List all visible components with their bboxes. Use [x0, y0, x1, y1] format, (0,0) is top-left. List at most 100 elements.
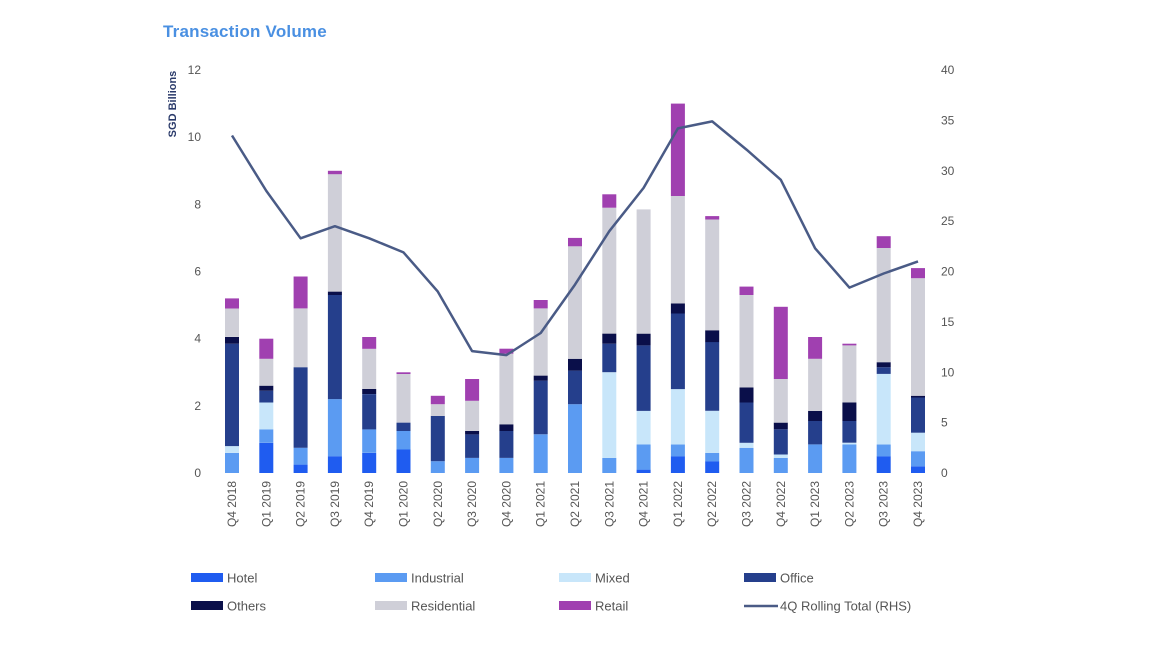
bar-segment-retail	[842, 343, 857, 346]
bar-segment-retail	[773, 306, 788, 379]
legend-swatch-residential	[375, 601, 407, 610]
bar-segment-industrial	[327, 399, 342, 457]
x-tick-label: Q1 2020	[397, 481, 411, 527]
bar-segment-residential	[876, 248, 891, 363]
bar-segment-others	[465, 431, 480, 435]
bar-segment-mixed	[225, 446, 239, 453]
bar-segment-mixed	[876, 373, 891, 445]
x-tick-label: Q4 2018	[225, 481, 239, 527]
x-tick-label: Q4 2022	[774, 481, 788, 527]
bar-segment-retail	[911, 268, 925, 279]
bar-segment-industrial	[259, 429, 274, 443]
bar-segment-residential	[911, 278, 925, 396]
bar-segment-mixed	[602, 372, 617, 458]
bar-segment-residential	[670, 195, 685, 304]
bar-segment-hotel	[670, 456, 685, 473]
bar-segment-retail	[225, 298, 239, 309]
bar-segment-mixed	[670, 389, 685, 445]
bar-segment-retail	[465, 379, 480, 401]
bar-segment-industrial	[362, 429, 377, 453]
bar-segment-residential	[739, 295, 754, 388]
bar-segment-industrial	[568, 404, 582, 473]
bar-segment-retail	[430, 395, 445, 405]
bar-segment-hotel	[911, 466, 925, 473]
bar-segment-retail	[362, 337, 377, 349]
bar-segment-others	[327, 291, 342, 295]
y-tick-label: 4	[194, 332, 201, 346]
x-tick-label: Q1 2022	[671, 481, 685, 527]
bar-segment-office	[430, 415, 445, 462]
bar-segment-residential	[773, 379, 788, 423]
bar-segment-industrial	[773, 457, 788, 473]
bar-segment-others	[636, 333, 651, 346]
bar-segment-residential	[293, 308, 308, 368]
x-tick-label: Q4 2020	[499, 481, 513, 527]
bar-segment-others	[911, 395, 925, 398]
bar-segment-retail	[327, 170, 342, 175]
y2-tick-label: 0	[941, 466, 948, 480]
bar-segment-others	[602, 333, 617, 344]
legend-swatch-industrial	[375, 573, 407, 582]
bar-segment-industrial	[465, 457, 480, 473]
legend-label: Residential	[411, 599, 475, 614]
bar-segment-industrial	[430, 461, 445, 473]
bar-segment-others	[705, 330, 720, 343]
x-tick-label: Q1 2019	[259, 481, 273, 527]
right-axis: 0 5 10 15 20 25 30 35 40	[941, 63, 955, 480]
bar-segment-retail	[293, 276, 308, 309]
bar-segment-industrial	[808, 444, 823, 473]
x-tick-label: Q2 2022	[705, 481, 719, 527]
bar-segment-others	[876, 362, 891, 368]
bar-segment-others	[225, 337, 239, 344]
bar-segment-others	[808, 410, 823, 421]
bar-segment-retail	[670, 103, 685, 196]
bar-segment-hotel	[293, 464, 308, 473]
bar-segment-residential	[842, 345, 857, 403]
bar-segment-office	[773, 429, 788, 455]
bar-segment-mixed	[705, 410, 720, 453]
y2-tick-label: 35	[941, 113, 955, 127]
bar-segment-industrial	[396, 431, 411, 450]
bar-segment-residential	[430, 404, 445, 416]
bar-segment-industrial	[499, 457, 514, 473]
legend: Hotel Industrial Mixed Office Others Resident…	[191, 571, 911, 614]
bar-segment-retail	[499, 348, 514, 354]
bar-segment-office	[499, 431, 514, 458]
bar-segment-residential	[362, 348, 377, 389]
bar-segment-hotel	[636, 469, 651, 473]
legend-swatch-others	[191, 601, 223, 610]
bar-segment-others	[842, 402, 857, 421]
bar-segment-retail	[259, 338, 274, 359]
bar-segment-office	[808, 420, 823, 445]
bar-segment-office	[705, 342, 720, 411]
y-tick-label: 2	[194, 399, 201, 413]
x-axis-labels: Q4 2018 Q1 2019 Q2 2019 Q3 2019 Q4 2019 Q1 20…	[225, 481, 925, 527]
legend-label: Retail	[595, 599, 628, 614]
bar-segment-office	[465, 434, 480, 458]
left-axis: 0 2 4 6 8 10 12	[188, 63, 202, 480]
bar-segment-retail	[739, 286, 754, 295]
bar-segment-mixed	[636, 410, 651, 445]
bar-segment-residential	[499, 353, 514, 425]
y-tick-label: 0	[194, 466, 201, 480]
y-axis-title: SGD Billions	[167, 71, 179, 138]
y-tick-label: 6	[194, 265, 201, 279]
bar-segment-retail	[876, 236, 891, 248]
bar-segment-others	[362, 389, 377, 394]
rolling-total-line-layer	[230, 120, 919, 357]
bar-segment-others	[670, 303, 685, 314]
bar-segment-others	[533, 375, 548, 381]
bar-segment-industrial	[293, 447, 308, 465]
bar-segment-office	[259, 390, 274, 403]
y2-tick-label: 40	[941, 63, 955, 77]
bar-segment-office	[602, 343, 617, 373]
x-tick-label: Q3 2022	[740, 481, 754, 527]
y2-tick-label: 15	[941, 315, 955, 329]
y2-tick-label: 20	[941, 265, 955, 279]
bar-segment-residential	[327, 174, 342, 292]
bar-segment-office	[876, 367, 891, 374]
bar-segment-office	[842, 420, 857, 443]
bar-segment-residential	[259, 358, 274, 386]
bar-segment-residential	[568, 246, 582, 359]
bar-segment-residential	[225, 308, 239, 337]
